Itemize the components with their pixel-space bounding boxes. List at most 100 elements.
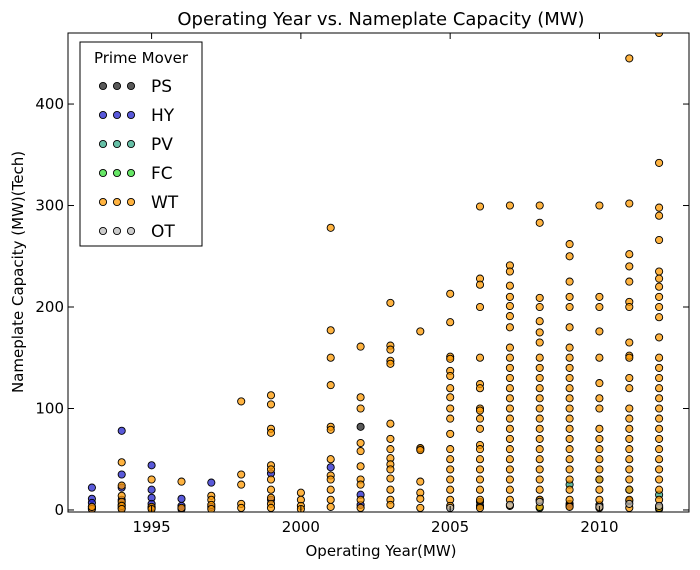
data-point: [535, 328, 544, 337]
data-point: [565, 240, 574, 249]
data-point: [505, 414, 514, 423]
data-point: [505, 281, 514, 290]
legend-label: WT: [151, 193, 179, 213]
legend-item-hy: HY: [98, 106, 175, 126]
data-point: [505, 424, 514, 433]
data-point: [475, 414, 485, 423]
data-point: [535, 353, 544, 362]
data-point: [655, 203, 664, 212]
legend-marker: [126, 139, 136, 149]
data-point: [655, 434, 664, 443]
data-point: [356, 462, 365, 471]
data-point: [565, 252, 574, 261]
data-point: [535, 424, 544, 433]
data-point: [356, 404, 365, 413]
data-point: [655, 414, 664, 423]
data-point: [326, 381, 335, 390]
legend-marker: [98, 81, 108, 91]
data-point: [475, 475, 485, 484]
data-point: [655, 33, 664, 38]
data-point: [625, 250, 634, 259]
data-point: [446, 429, 455, 438]
data-point: [565, 465, 574, 474]
data-point: [625, 353, 634, 362]
legend-item-ot: OT: [98, 222, 175, 242]
legend-marker: [112, 226, 122, 236]
data-point: [655, 235, 664, 245]
data-point: [386, 359, 395, 368]
data-point: [595, 434, 604, 443]
data-point: [595, 327, 604, 336]
legend-title: Prime Mover: [94, 49, 189, 67]
x-axis: 1995 2000 2005 2010: [133, 33, 619, 536]
data-point: [535, 414, 544, 423]
legend-item-ps: PS: [98, 77, 172, 97]
data-point: [535, 201, 544, 210]
data-point: [475, 485, 485, 494]
data-point: [326, 495, 335, 504]
data-point: [565, 292, 574, 301]
data-point: [595, 404, 604, 413]
data-point: [326, 223, 335, 232]
data-point: [117, 426, 126, 435]
data-point: [356, 447, 365, 456]
data-point: [386, 465, 395, 474]
data-point: [475, 503, 485, 512]
data-point: [266, 400, 276, 409]
data-point: [535, 302, 544, 312]
x-tick-label: 2005: [431, 518, 469, 536]
data-point: [535, 394, 544, 403]
data-point: [475, 202, 485, 211]
legend-box: [79, 41, 203, 247]
data-point: [535, 497, 544, 506]
data-point: [655, 424, 664, 433]
data-point: [237, 397, 246, 406]
data-point: [655, 363, 664, 372]
data-point: [625, 277, 634, 286]
data-point: [446, 465, 455, 474]
data-point: [535, 455, 544, 464]
data-point: [595, 455, 604, 464]
data-point: [655, 353, 664, 362]
data-point: [446, 485, 455, 494]
data-point: [625, 434, 634, 443]
data-point: [565, 394, 574, 403]
data-point: [475, 424, 485, 433]
data-point: [565, 353, 574, 362]
data-point: [595, 201, 604, 210]
data-point: [655, 274, 664, 283]
data-point: [565, 434, 574, 443]
data-point: [655, 267, 664, 276]
data-point: [505, 312, 514, 321]
legend-item-fc: FC: [98, 164, 173, 184]
y-axis: 0 100 200 300 400: [35, 95, 689, 519]
data-point: [326, 485, 335, 494]
series-pv: [565, 475, 664, 499]
data-point: [535, 218, 544, 227]
data-point: [446, 445, 455, 454]
legend-label: PV: [151, 135, 173, 155]
data-point: [117, 504, 126, 512]
data-point: [595, 445, 604, 454]
data-point: [416, 494, 425, 503]
data-point: [475, 465, 485, 474]
data-point: [535, 465, 544, 474]
data-point: [505, 500, 514, 509]
data-point: [625, 485, 634, 494]
data-point: [595, 292, 604, 301]
legend-item-pv: PV: [98, 135, 173, 155]
data-point: [505, 301, 514, 311]
data-point: [266, 391, 276, 400]
data-point: [655, 373, 664, 383]
data-point: [535, 485, 544, 494]
data-point: [356, 393, 365, 402]
data-point: [386, 434, 395, 443]
data-point: [565, 475, 574, 484]
legend-marker: [126, 197, 136, 207]
legend-marker: [126, 226, 136, 236]
data-point: [386, 345, 395, 354]
data-point: [416, 477, 425, 486]
data-point: [565, 363, 574, 372]
legend-marker: [98, 110, 108, 120]
data-point: [117, 458, 126, 467]
